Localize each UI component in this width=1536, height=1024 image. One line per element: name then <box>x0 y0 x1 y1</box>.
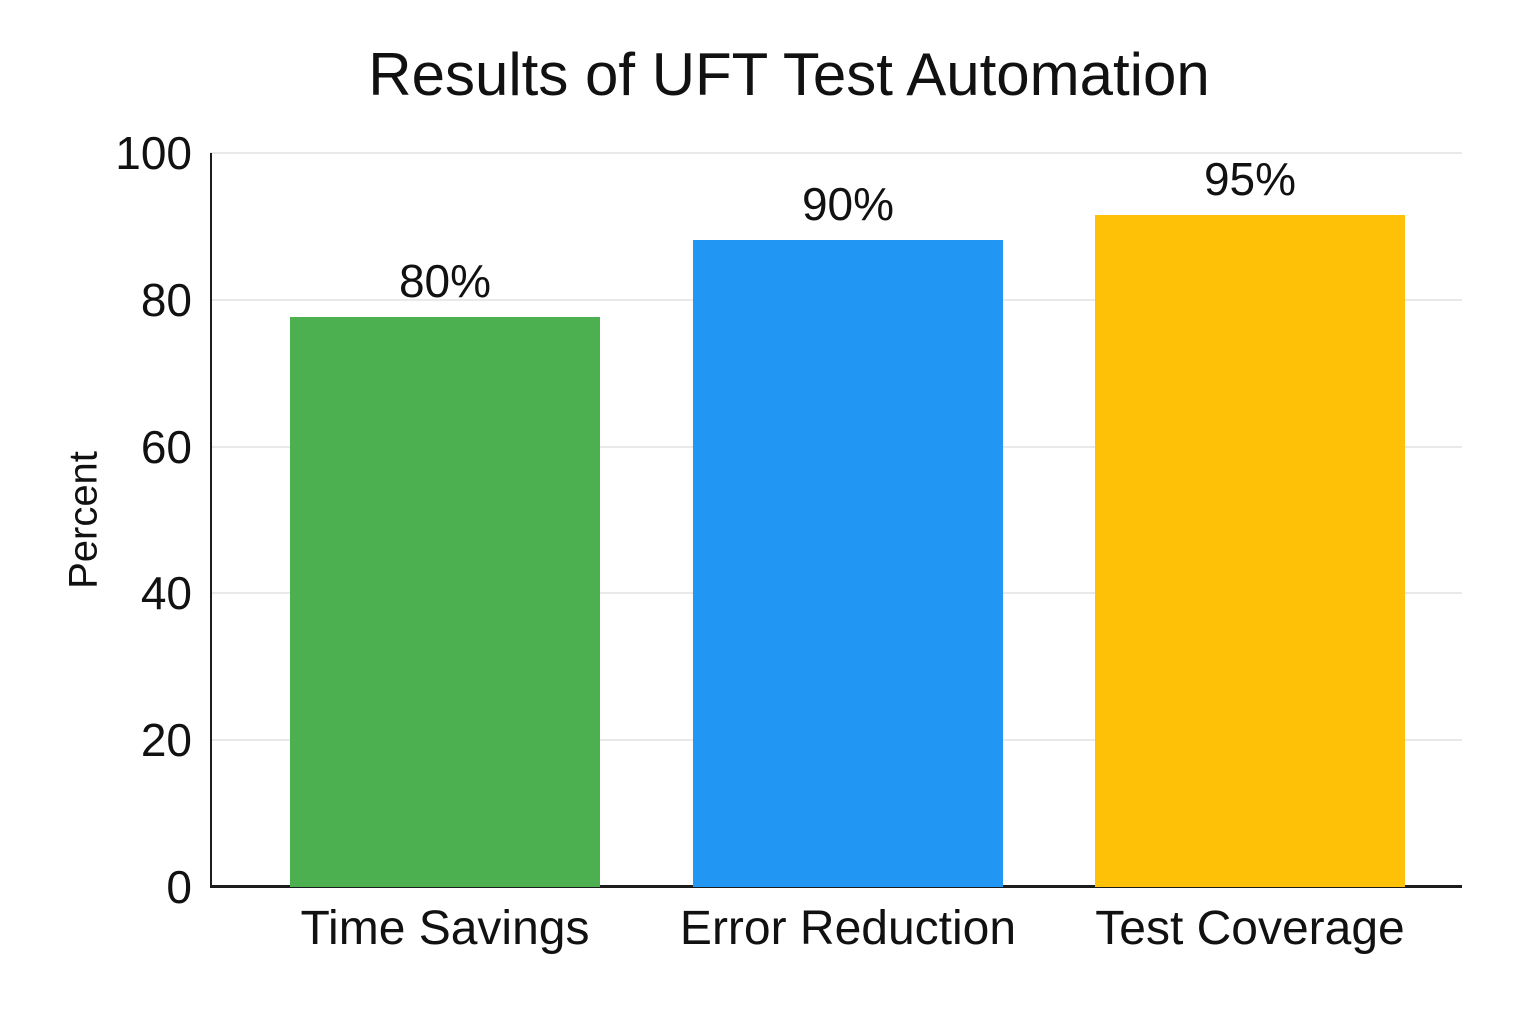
bar-value-label-test-coverage: 95% <box>1203 153 1297 206</box>
y-tick-label-80: 80 <box>140 273 192 326</box>
bar-value-label-error-reduction: 90% <box>801 178 895 231</box>
y-tick-label-40: 40 <box>140 567 192 620</box>
x-tick-label-error-reduction: Error Reduction <box>679 902 1017 955</box>
y-axis-title: Percent <box>61 451 106 589</box>
y-axis-line <box>210 153 212 887</box>
y-tick-label-100: 100 <box>115 127 192 179</box>
bar-value-label-time-savings: 80% <box>398 255 492 308</box>
y-tick-label-20: 20 <box>140 714 192 767</box>
gridline-100 <box>210 152 1462 154</box>
y-tick-label-0: 0 <box>166 861 192 913</box>
chart-title: Results of UFT Test Automation <box>368 41 1210 108</box>
bar-time-savings <box>290 317 600 887</box>
x-tick-label-test-coverage: Test Coverage <box>1095 902 1405 955</box>
bar-error-reduction <box>693 240 1003 887</box>
bar-test-coverage <box>1095 215 1405 887</box>
x-tick-label-time-savings: Time Savings <box>300 902 590 955</box>
y-tick-label-60: 60 <box>140 420 192 473</box>
